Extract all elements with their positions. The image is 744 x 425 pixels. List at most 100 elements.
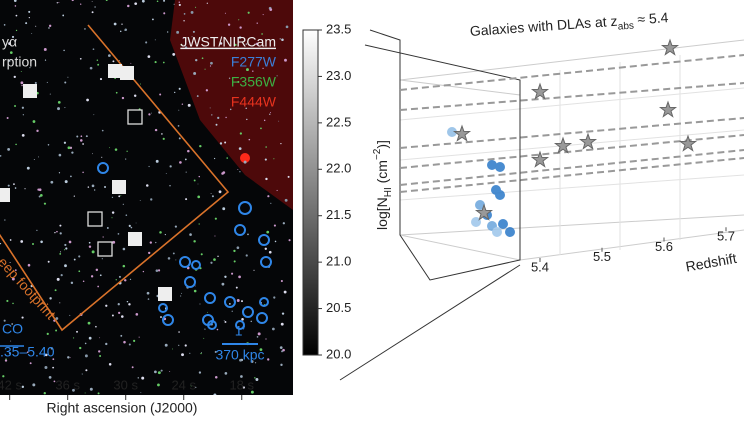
- speckle: [71, 0, 74, 2]
- speckle: [270, 202, 272, 204]
- speckle: [192, 30, 195, 33]
- speckle: [12, 302, 14, 305]
- speckle: [270, 112, 272, 114]
- speckle: [87, 321, 91, 325]
- speckle: [213, 393, 217, 395]
- speckle: [48, 376, 52, 379]
- speckle: [154, 370, 157, 374]
- speckle: [217, 255, 219, 258]
- speckle: [172, 348, 174, 350]
- speckle: [130, 226, 133, 229]
- speckle: [4, 359, 8, 362]
- speckle: [15, 143, 17, 146]
- speckle: [265, 338, 267, 340]
- speckle: [91, 11, 94, 14]
- speckle: [46, 81, 48, 83]
- speckle: [156, 0, 159, 3]
- speckle: [176, 30, 180, 34]
- speckle: [238, 147, 242, 150]
- speckle: [204, 328, 206, 330]
- speckle: [187, 149, 190, 153]
- speckle: [196, 95, 199, 97]
- x-tick-label: 5.4: [531, 259, 549, 274]
- speckle: [56, 230, 58, 233]
- speckle: [57, 107, 60, 111]
- speckle: [25, 22, 28, 25]
- speckle: [28, 17, 30, 19]
- speckle: [217, 116, 220, 119]
- text-part: Galaxies with DLAs at z: [469, 12, 618, 38]
- speckle: [279, 38, 281, 40]
- speckle: [198, 371, 202, 374]
- speckle: [218, 190, 222, 194]
- speckle: [180, 43, 183, 46]
- speckle: [6, 299, 9, 303]
- speckle: [282, 348, 285, 352]
- colorbar-tick-label: 21.5: [326, 207, 351, 222]
- speckle: [65, 247, 68, 250]
- speckle: [58, 153, 62, 157]
- speckle: [250, 390, 254, 394]
- speckle: [227, 23, 231, 26]
- colorbar-tick-label: 20.5: [326, 300, 351, 315]
- speckle: [55, 329, 58, 332]
- speckle: [106, 226, 109, 229]
- speckle: [15, 14, 18, 17]
- speckle: [112, 240, 116, 244]
- speckle: [239, 132, 243, 135]
- colorbar-tick-label: 20.0: [326, 346, 351, 361]
- speckle: [221, 282, 225, 286]
- speckle: [167, 31, 169, 33]
- x-tick-label: 5.6: [655, 239, 673, 254]
- text-part: log[N: [374, 197, 390, 230]
- speckle: [279, 346, 283, 350]
- speckle: [70, 281, 74, 285]
- speckle: [133, 94, 137, 98]
- colorbar-tick-label: 21.0: [326, 254, 351, 269]
- speckle: [2, 375, 5, 378]
- speckle: [184, 46, 188, 49]
- speckle: [140, 392, 142, 394]
- speckle: [193, 71, 197, 75]
- speckle: [285, 25, 289, 29]
- speckle: [64, 264, 67, 268]
- speckle: [43, 202, 47, 205]
- speckle: [159, 231, 162, 234]
- legend-entry: F356W: [231, 74, 277, 90]
- x-tick-label: 24 s: [171, 377, 196, 392]
- speckle: [52, 366, 55, 369]
- speckle: [54, 289, 57, 292]
- speckle: [261, 33, 263, 35]
- speckle: [8, 352, 12, 355]
- speckle: [97, 392, 100, 395]
- speckle: [97, 63, 100, 66]
- star: [660, 38, 680, 56]
- speckle: [269, 113, 271, 115]
- speckle: [284, 198, 288, 202]
- speckle: [114, 148, 118, 151]
- speckle: [26, 351, 29, 354]
- speckle: [238, 36, 242, 39]
- sky-image: [0, 0, 293, 395]
- speckle: [193, 240, 196, 243]
- speckle: [164, 343, 168, 347]
- speckle: [40, 240, 43, 244]
- speckle: [147, 298, 150, 300]
- speckle: [181, 103, 184, 105]
- speckle: [67, 356, 70, 359]
- speckle: [102, 236, 104, 238]
- speckle: [128, 224, 131, 227]
- speckle: [44, 353, 48, 357]
- speckle: [214, 235, 216, 237]
- text-part: abs: [617, 21, 634, 33]
- speckle: [231, 272, 234, 275]
- speckle: [35, 25, 37, 27]
- speckle: [273, 158, 275, 160]
- speckle: [213, 258, 216, 261]
- speckle: [174, 225, 177, 228]
- speckle: [281, 312, 285, 315]
- speckle: [52, 358, 55, 361]
- speckle: [216, 328, 219, 331]
- annotation: yα: [2, 34, 17, 50]
- speckle: [20, 240, 24, 243]
